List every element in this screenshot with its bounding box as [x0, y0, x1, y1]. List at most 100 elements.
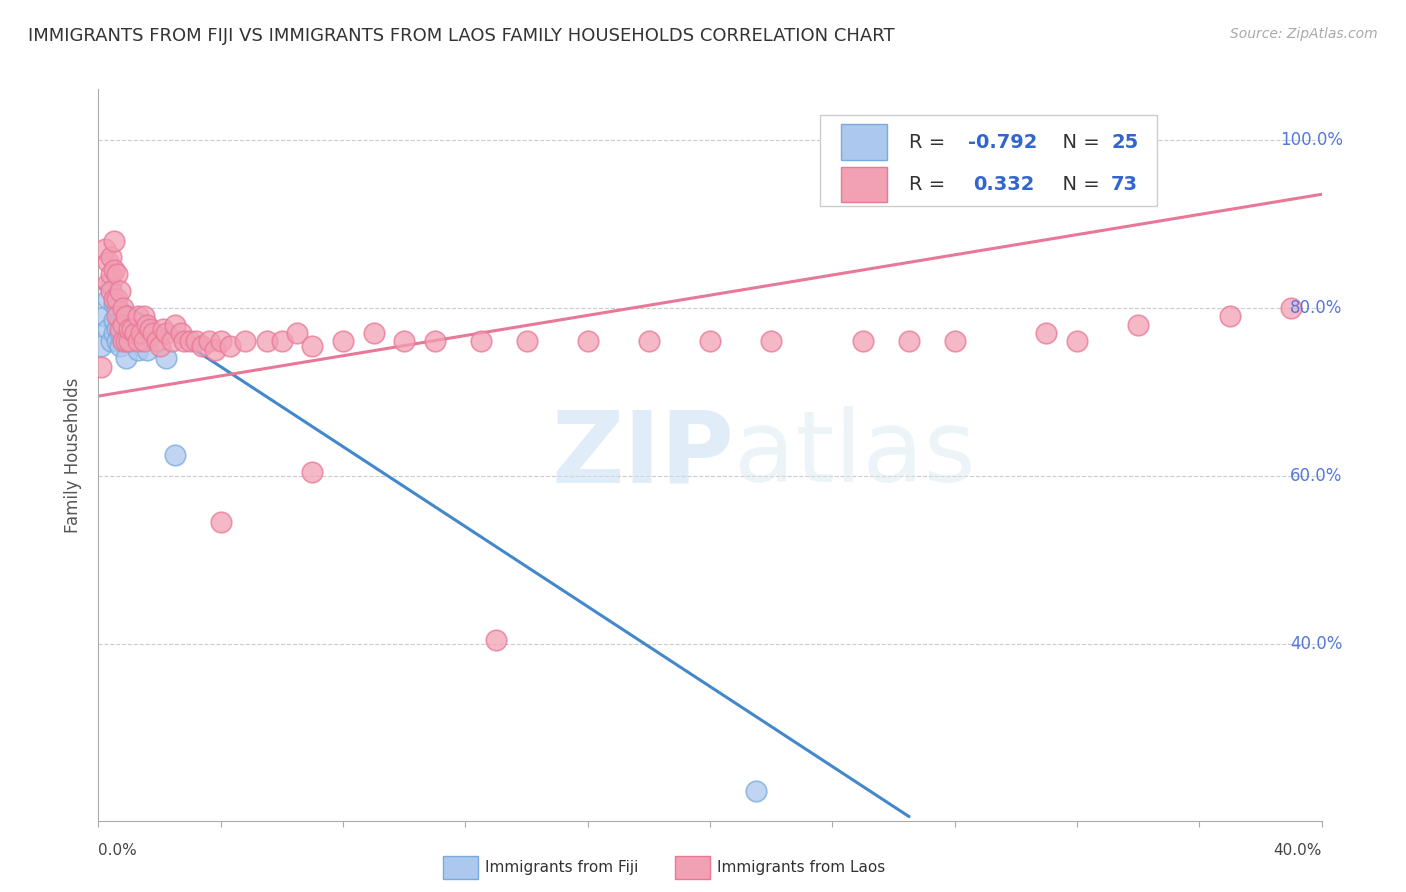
Point	[115, 351, 138, 366]
Point	[118, 322, 141, 336]
Point	[155, 351, 177, 366]
Point	[186, 334, 208, 349]
Text: N =: N =	[1050, 133, 1107, 152]
Point	[97, 276, 120, 290]
Point	[1279, 301, 1302, 315]
Point	[121, 322, 143, 336]
Text: 0.332: 0.332	[973, 175, 1035, 194]
Point	[219, 338, 242, 352]
Point	[100, 251, 122, 265]
Point	[152, 322, 174, 336]
Point	[100, 284, 122, 298]
Point	[149, 338, 172, 352]
Point	[118, 334, 141, 349]
Point	[134, 334, 156, 349]
Text: 40.0%: 40.0%	[1274, 843, 1322, 858]
Point	[423, 334, 446, 349]
Point	[332, 334, 354, 349]
Point	[759, 334, 782, 349]
Text: 25: 25	[1111, 133, 1139, 152]
FancyBboxPatch shape	[820, 115, 1157, 206]
Text: 40.0%: 40.0%	[1291, 635, 1343, 653]
Point	[103, 234, 125, 248]
Point	[103, 313, 125, 327]
Point	[115, 309, 138, 323]
Text: 0.0%: 0.0%	[98, 843, 138, 858]
Point	[256, 334, 278, 349]
Point	[97, 254, 120, 268]
Point	[1219, 309, 1241, 323]
Point	[209, 334, 232, 349]
Point	[111, 318, 134, 332]
Text: IMMIGRANTS FROM FIJI VS IMMIGRANTS FROM LAOS FAMILY HOUSEHOLDS CORRELATION CHART: IMMIGRANTS FROM FIJI VS IMMIGRANTS FROM …	[28, 27, 894, 45]
Point	[204, 343, 226, 357]
Point	[108, 284, 131, 298]
Point	[136, 343, 159, 357]
Point	[516, 334, 538, 349]
FancyBboxPatch shape	[841, 167, 887, 202]
Point	[745, 784, 768, 798]
Text: ZIP: ZIP	[551, 407, 734, 503]
Point	[145, 334, 167, 349]
Point	[163, 318, 186, 332]
Point	[93, 309, 115, 323]
Point	[105, 267, 128, 281]
Point	[97, 322, 120, 336]
Point	[97, 293, 120, 307]
Point	[142, 326, 165, 340]
Point	[100, 267, 122, 281]
Point	[233, 334, 256, 349]
Point	[470, 334, 492, 349]
Point	[115, 334, 138, 349]
Point	[108, 338, 131, 352]
Point	[179, 334, 201, 349]
Text: R =: R =	[910, 175, 957, 194]
Point	[90, 359, 112, 374]
Point	[1128, 318, 1150, 332]
Text: atlas: atlas	[734, 407, 976, 503]
Point	[576, 334, 599, 349]
Point	[100, 276, 122, 290]
Point	[111, 309, 134, 323]
Text: 80.0%: 80.0%	[1291, 299, 1343, 317]
Point	[134, 309, 156, 323]
Point	[637, 334, 661, 349]
Point	[105, 301, 128, 315]
Point	[209, 515, 232, 529]
Text: R =: R =	[910, 133, 952, 152]
Point	[108, 326, 131, 340]
Point	[118, 326, 141, 340]
Point	[485, 632, 508, 647]
Point	[160, 334, 183, 349]
Point	[103, 326, 125, 340]
Point	[173, 334, 195, 349]
Point	[108, 322, 131, 336]
Point	[163, 448, 186, 462]
Text: Immigrants from Fiji: Immigrants from Fiji	[485, 860, 638, 874]
Point	[127, 343, 149, 357]
Text: N =: N =	[1050, 175, 1107, 194]
Point	[121, 334, 143, 349]
Text: -0.792: -0.792	[969, 133, 1038, 152]
Point	[139, 322, 162, 336]
Point	[285, 326, 308, 340]
Point	[301, 465, 323, 479]
Point	[103, 293, 125, 307]
Point	[103, 296, 125, 310]
Y-axis label: Family Households: Family Households	[65, 377, 83, 533]
Point	[127, 334, 149, 349]
Point	[105, 322, 128, 336]
Point	[897, 334, 920, 349]
Point	[1066, 334, 1088, 349]
Point	[103, 263, 125, 277]
Point	[111, 301, 134, 315]
Point	[100, 334, 122, 349]
Text: Source: ZipAtlas.com: Source: ZipAtlas.com	[1230, 27, 1378, 41]
Point	[136, 318, 159, 332]
Point	[191, 338, 214, 352]
Point	[105, 309, 128, 323]
Point	[155, 326, 177, 340]
Point	[129, 326, 152, 340]
Text: 100.0%: 100.0%	[1279, 130, 1343, 149]
Point	[197, 334, 219, 349]
